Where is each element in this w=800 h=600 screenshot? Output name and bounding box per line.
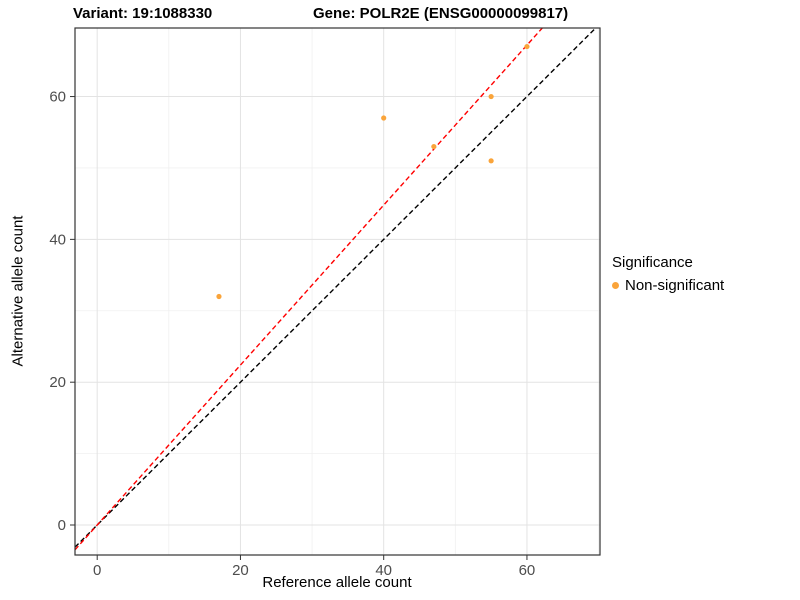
legend-item-label: Non-significant xyxy=(625,277,725,294)
x-tick-label: 20 xyxy=(232,562,249,579)
x-tick-label: 60 xyxy=(519,562,536,579)
y-tick-label: 0 xyxy=(58,517,66,534)
legend-item: Non-significant xyxy=(612,277,724,294)
y-tick-label: 20 xyxy=(49,374,66,391)
data-point xyxy=(381,115,387,121)
x-tick-label: 0 xyxy=(93,562,101,579)
y-tick-label: 40 xyxy=(49,231,66,248)
plot-title-gene: Gene: POLR2E (ENSG00000099817) xyxy=(313,5,569,22)
data-point xyxy=(488,93,494,100)
x-tick-label: 40 xyxy=(375,562,392,579)
y-tick-label: 60 xyxy=(49,89,66,106)
x-axis-label: Reference allele count xyxy=(262,574,412,591)
fit-line xyxy=(74,27,543,551)
legend-point-icon xyxy=(612,282,619,289)
legend: Significance Non-significant xyxy=(612,254,724,294)
identity-line xyxy=(74,27,597,548)
y-axis-label: Alternative allele count xyxy=(9,215,27,367)
data-point xyxy=(431,143,437,150)
data-point xyxy=(524,43,530,50)
plot-panel xyxy=(75,28,600,555)
panel-border xyxy=(74,27,601,556)
data-point xyxy=(488,158,494,164)
legend-title: Significance xyxy=(612,254,693,271)
data-point xyxy=(216,293,222,300)
plot-title-variant: Variant: 19:1088330 xyxy=(73,5,213,22)
